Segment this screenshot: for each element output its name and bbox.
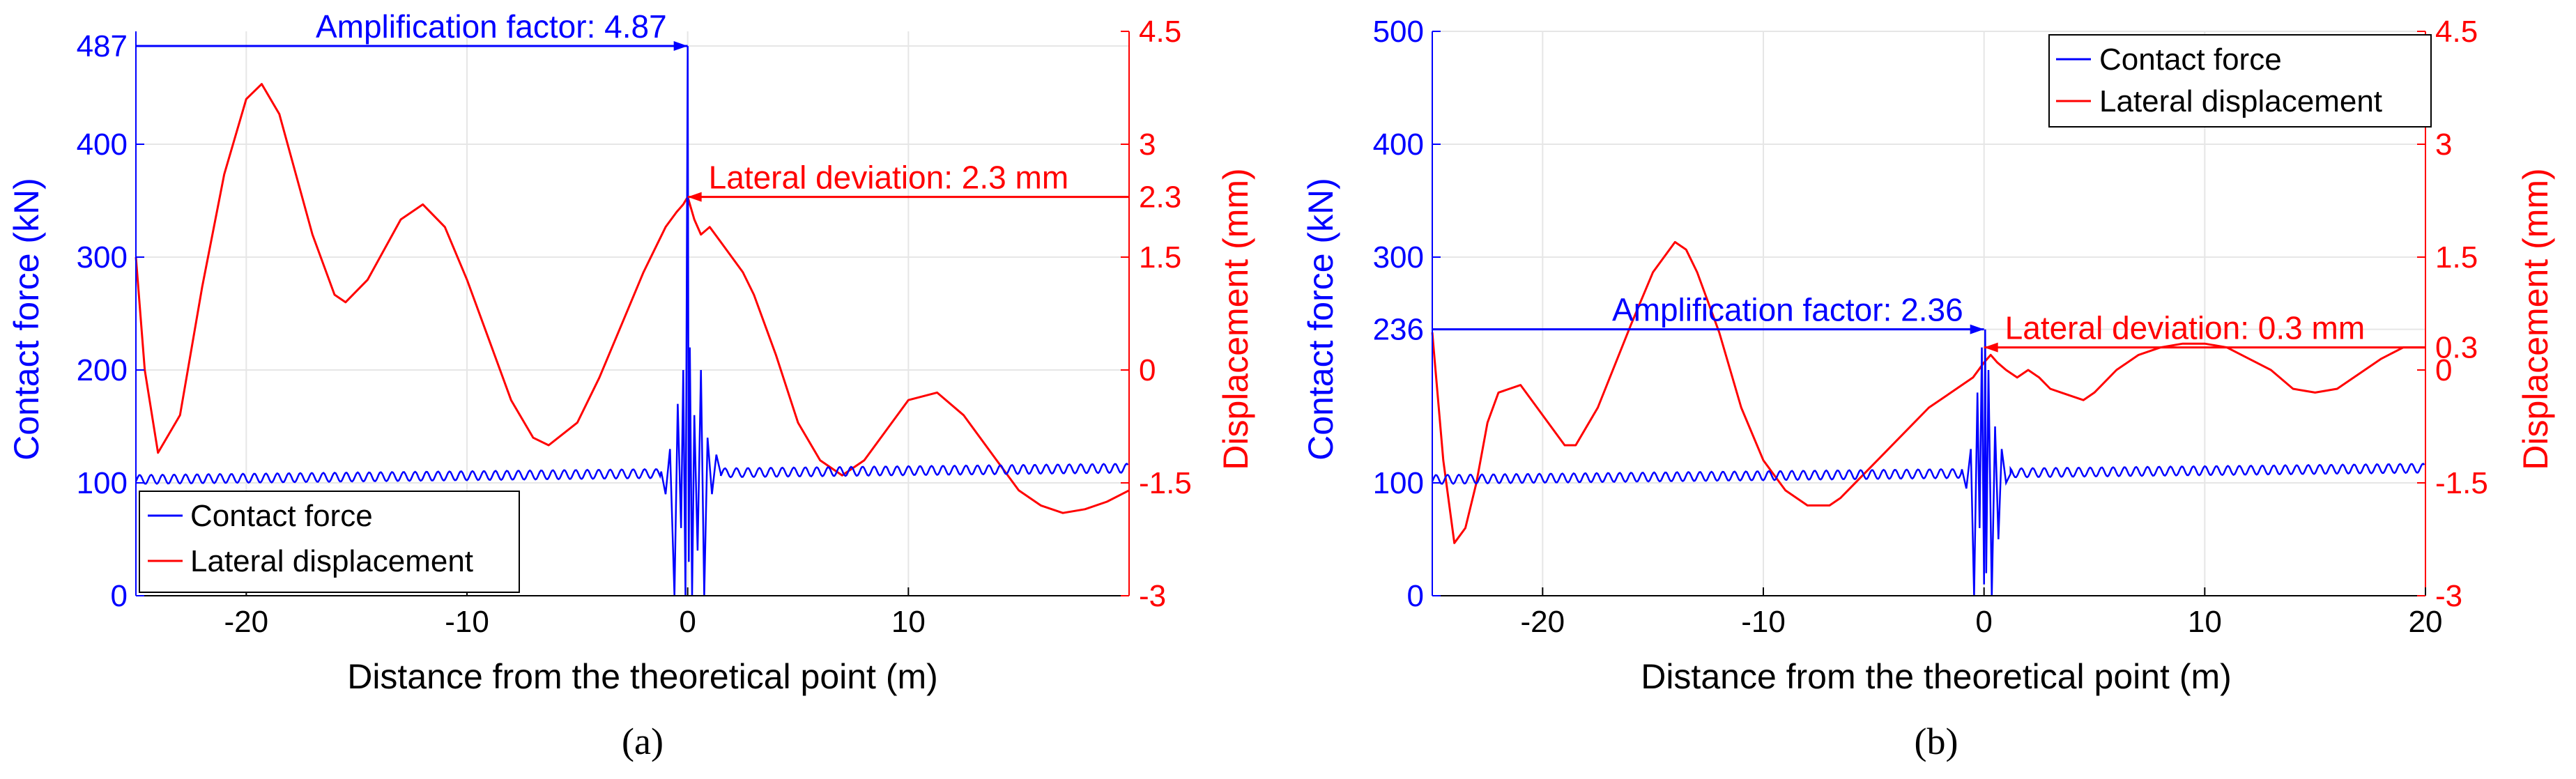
annotation-arrowhead [673,41,688,52]
series-contact-force [1431,329,2425,596]
legend-label: Contact force [2099,43,2282,77]
y-tick-label-left: 236 [1373,313,1424,347]
y-tick-label-right: -3 [1139,579,1166,613]
y-tick-label-right: 0.3 [2435,331,2478,365]
y-axis-label-right: Displacement (mm) [1216,168,1255,470]
chart-panel-b: Amplification factor: 2.36 Lateral deviat… [1301,15,2555,762]
y-tick-label-right: -1.5 [1139,466,1192,500]
annotation-label: Amplification factor: 4.87 [316,8,667,45]
annotation-label: Amplification factor: 2.36 [1612,292,1963,328]
y-tick-label-left: 500 [1373,15,1424,49]
legend: Contact force Lateral displacement [2048,34,2432,128]
legend-label: Contact force [190,499,373,533]
y-tick-label-left: 400 [77,128,128,162]
legend-label: Lateral displacement [2099,84,2382,118]
y-tick-label-right: -1.5 [2435,466,2488,500]
y-tick-label-left: 300 [77,240,128,275]
y-tick-label-right: 4.5 [2435,15,2478,49]
y-tick-label-left: 100 [1373,466,1424,500]
y-tick-label-left: 0 [1407,579,1424,613]
y-tick-label-right: 1.5 [1139,240,1181,275]
y-tick-label-right: 4.5 [1139,15,1181,49]
legend: Contact force Lateral displacement [139,491,520,593]
legend-label: Lateral displacement [190,544,473,578]
x-tick-label: -20 [224,605,269,639]
y-tick-label-right: -3 [2435,579,2462,613]
series-lateral-displacement [1431,240,2425,544]
y-tick-label-right: 3 [1139,128,1156,162]
annotation-arrowhead [1970,324,1984,334]
y-axis-label-left: Contact force (kN) [7,178,46,461]
annotation-arrowhead [1984,342,1998,353]
x-axis-label: Distance from the theoretical point (m) [1641,657,2232,696]
x-tick-label: 0 [679,605,696,639]
y-tick-label-right: 2.3 [1139,180,1181,215]
y-tick-label-left: 200 [77,353,128,387]
annotation-label: Lateral deviation: 0.3 mm [2005,310,2366,346]
y-tick-label-right: 0 [1139,353,1156,387]
annotation-arrowhead [687,192,702,202]
y-tick-label-left: 487 [77,29,128,63]
y-tick-label-left: 400 [1373,128,1424,162]
y-tick-label-right: 0 [2435,353,2452,387]
x-tick-label: 10 [891,605,926,639]
series-contact-force [135,46,1129,596]
panel-label: (a) [622,720,664,762]
annotation-label: Lateral deviation: 2.3 mm [709,160,1069,196]
y-axis-label-left: Contact force (kN) [1301,178,1340,461]
y-tick-label-left: 100 [77,466,128,500]
y-axis-label-right: Displacement (mm) [2516,168,2555,470]
y-tick-label-right: 3 [2435,128,2452,162]
x-tick-label: -20 [1521,605,1565,639]
x-tick-label: -10 [445,605,489,639]
x-tick-label: 0 [1975,605,1992,639]
x-axis-label: Distance from the theoretical point (m) [347,657,938,696]
panel-label: (b) [1915,720,1958,762]
x-tick-label: 20 [2409,605,2443,639]
x-tick-label: -10 [1741,605,1786,639]
series-lateral-displacement [135,83,1130,514]
y-tick-label-right: 1.5 [2435,240,2478,275]
y-tick-label-left: 300 [1373,240,1424,275]
chart-panel-a: Amplification factor: 4.87 Lateral deviat… [7,8,1255,762]
y-tick-label-left: 0 [111,579,128,613]
x-tick-label: 10 [2188,605,2222,639]
